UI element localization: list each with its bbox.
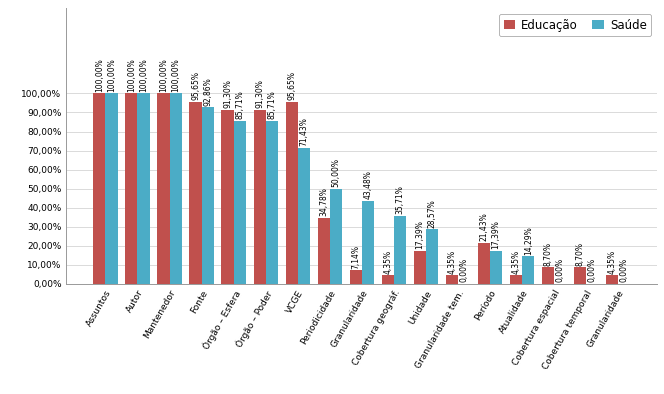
Text: 100,00%: 100,00%	[139, 58, 148, 92]
Text: 100,00%: 100,00%	[127, 58, 136, 92]
Text: 71,43%: 71,43%	[299, 117, 308, 146]
Text: 43,48%: 43,48%	[363, 171, 373, 199]
Bar	[490, 251, 502, 284]
Text: 0,00%: 0,00%	[588, 258, 597, 282]
Text: 0,00%: 0,00%	[459, 258, 469, 282]
Bar	[157, 93, 169, 284]
Text: 34,78%: 34,78%	[319, 187, 328, 216]
Bar	[266, 121, 278, 284]
Bar	[297, 148, 310, 284]
Bar	[106, 93, 118, 284]
Bar	[542, 267, 554, 284]
Bar	[202, 107, 214, 284]
Bar	[426, 229, 438, 284]
Text: 17,39%: 17,39%	[491, 220, 501, 249]
Text: 92,86%: 92,86%	[203, 77, 212, 106]
Text: 85,71%: 85,71%	[235, 90, 244, 119]
Bar	[234, 121, 246, 284]
Bar	[414, 251, 426, 284]
Legend: Educação, Saúde: Educação, Saúde	[499, 14, 651, 36]
Text: 100,00%: 100,00%	[171, 58, 180, 92]
Bar	[350, 270, 362, 284]
Text: 4,35%: 4,35%	[383, 250, 392, 274]
Bar	[522, 256, 535, 284]
Bar	[137, 93, 149, 284]
Text: 95,65%: 95,65%	[191, 71, 200, 100]
Bar	[606, 275, 618, 284]
Text: 100,00%: 100,00%	[107, 58, 116, 92]
Text: 28,57%: 28,57%	[428, 199, 436, 228]
Text: 8,70%: 8,70%	[544, 242, 552, 266]
Text: 0,00%: 0,00%	[556, 258, 565, 282]
Text: 0,00%: 0,00%	[620, 258, 629, 282]
Bar	[169, 93, 182, 284]
Bar	[189, 102, 202, 284]
Bar	[574, 267, 586, 284]
Bar	[286, 102, 297, 284]
Text: 17,39%: 17,39%	[416, 220, 424, 249]
Text: 14,29%: 14,29%	[524, 226, 533, 255]
Bar	[317, 217, 330, 284]
Text: 7,14%: 7,14%	[351, 245, 361, 269]
Text: 95,65%: 95,65%	[288, 71, 296, 100]
Text: 85,71%: 85,71%	[268, 90, 276, 119]
Text: 100,00%: 100,00%	[159, 58, 168, 92]
Bar	[394, 216, 406, 284]
Text: 4,35%: 4,35%	[448, 250, 456, 274]
Text: 100,00%: 100,00%	[95, 58, 104, 92]
Bar	[382, 275, 394, 284]
Bar	[478, 243, 490, 284]
Bar	[362, 201, 374, 284]
Bar	[330, 189, 342, 284]
Text: 4,35%: 4,35%	[608, 250, 617, 274]
Text: 91,30%: 91,30%	[223, 80, 232, 108]
Text: 35,71%: 35,71%	[396, 185, 404, 214]
Bar	[93, 93, 106, 284]
Text: 8,70%: 8,70%	[576, 242, 585, 266]
Bar	[446, 275, 458, 284]
Text: 4,35%: 4,35%	[511, 250, 521, 274]
Text: 21,43%: 21,43%	[479, 213, 489, 242]
Bar	[510, 275, 522, 284]
Bar	[125, 93, 137, 284]
Text: 50,00%: 50,00%	[331, 158, 341, 187]
Bar	[254, 110, 266, 284]
Text: 91,30%: 91,30%	[255, 80, 264, 108]
Bar	[222, 110, 234, 284]
